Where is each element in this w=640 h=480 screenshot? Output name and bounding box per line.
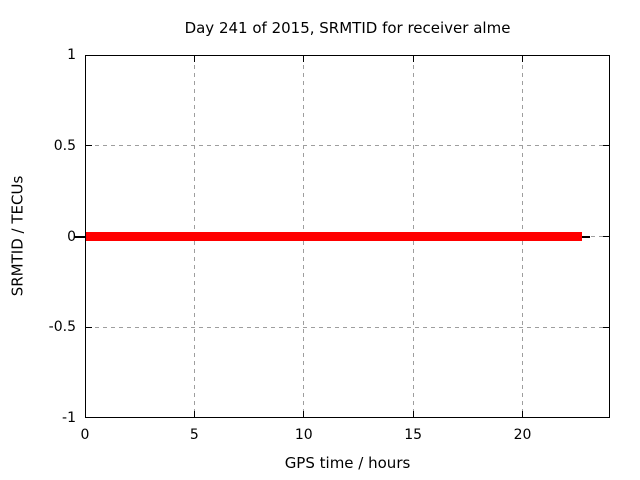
x-tick-mark-top xyxy=(522,55,523,62)
y-tick-label: 1 xyxy=(67,47,76,63)
x-tick-mark-top xyxy=(412,55,414,62)
x-tick-mark-top xyxy=(193,55,195,62)
x-tick-mark-bottom xyxy=(522,411,523,418)
y-tick-label: 0.5 xyxy=(53,137,76,154)
x-tick-mark-top xyxy=(303,55,305,62)
gridline-horizontal xyxy=(87,326,608,328)
y-tick-mark-right xyxy=(603,236,610,237)
y-tick-label: 0 xyxy=(67,228,76,245)
x-tick-label: 0 xyxy=(80,427,90,443)
y-tick-label: -1 xyxy=(62,410,76,426)
series-SRMTID xyxy=(85,232,582,241)
gridline-horizontal xyxy=(87,145,608,147)
y-tick-mark-right xyxy=(603,326,610,328)
x-tick-label: 15 xyxy=(404,427,423,443)
y-tick-mark-right xyxy=(603,145,610,147)
x-tick-label: 10 xyxy=(294,427,313,443)
x-tick-label: 5 xyxy=(189,427,199,443)
y-tick-mark-left xyxy=(85,145,92,147)
x-tick-mark-bottom xyxy=(412,411,414,418)
y-tick-mark-left xyxy=(85,326,92,328)
y-tick-label: -0.5 xyxy=(48,319,76,336)
x-tick-label: 20 xyxy=(513,427,532,443)
chart-title: Day 241 of 2015, SRMTID for receiver alm… xyxy=(184,19,511,37)
x-tick-mark-bottom xyxy=(193,411,195,418)
x-tick-mark-bottom xyxy=(303,411,305,418)
x-axis-label: GPS time / hours xyxy=(284,454,411,472)
